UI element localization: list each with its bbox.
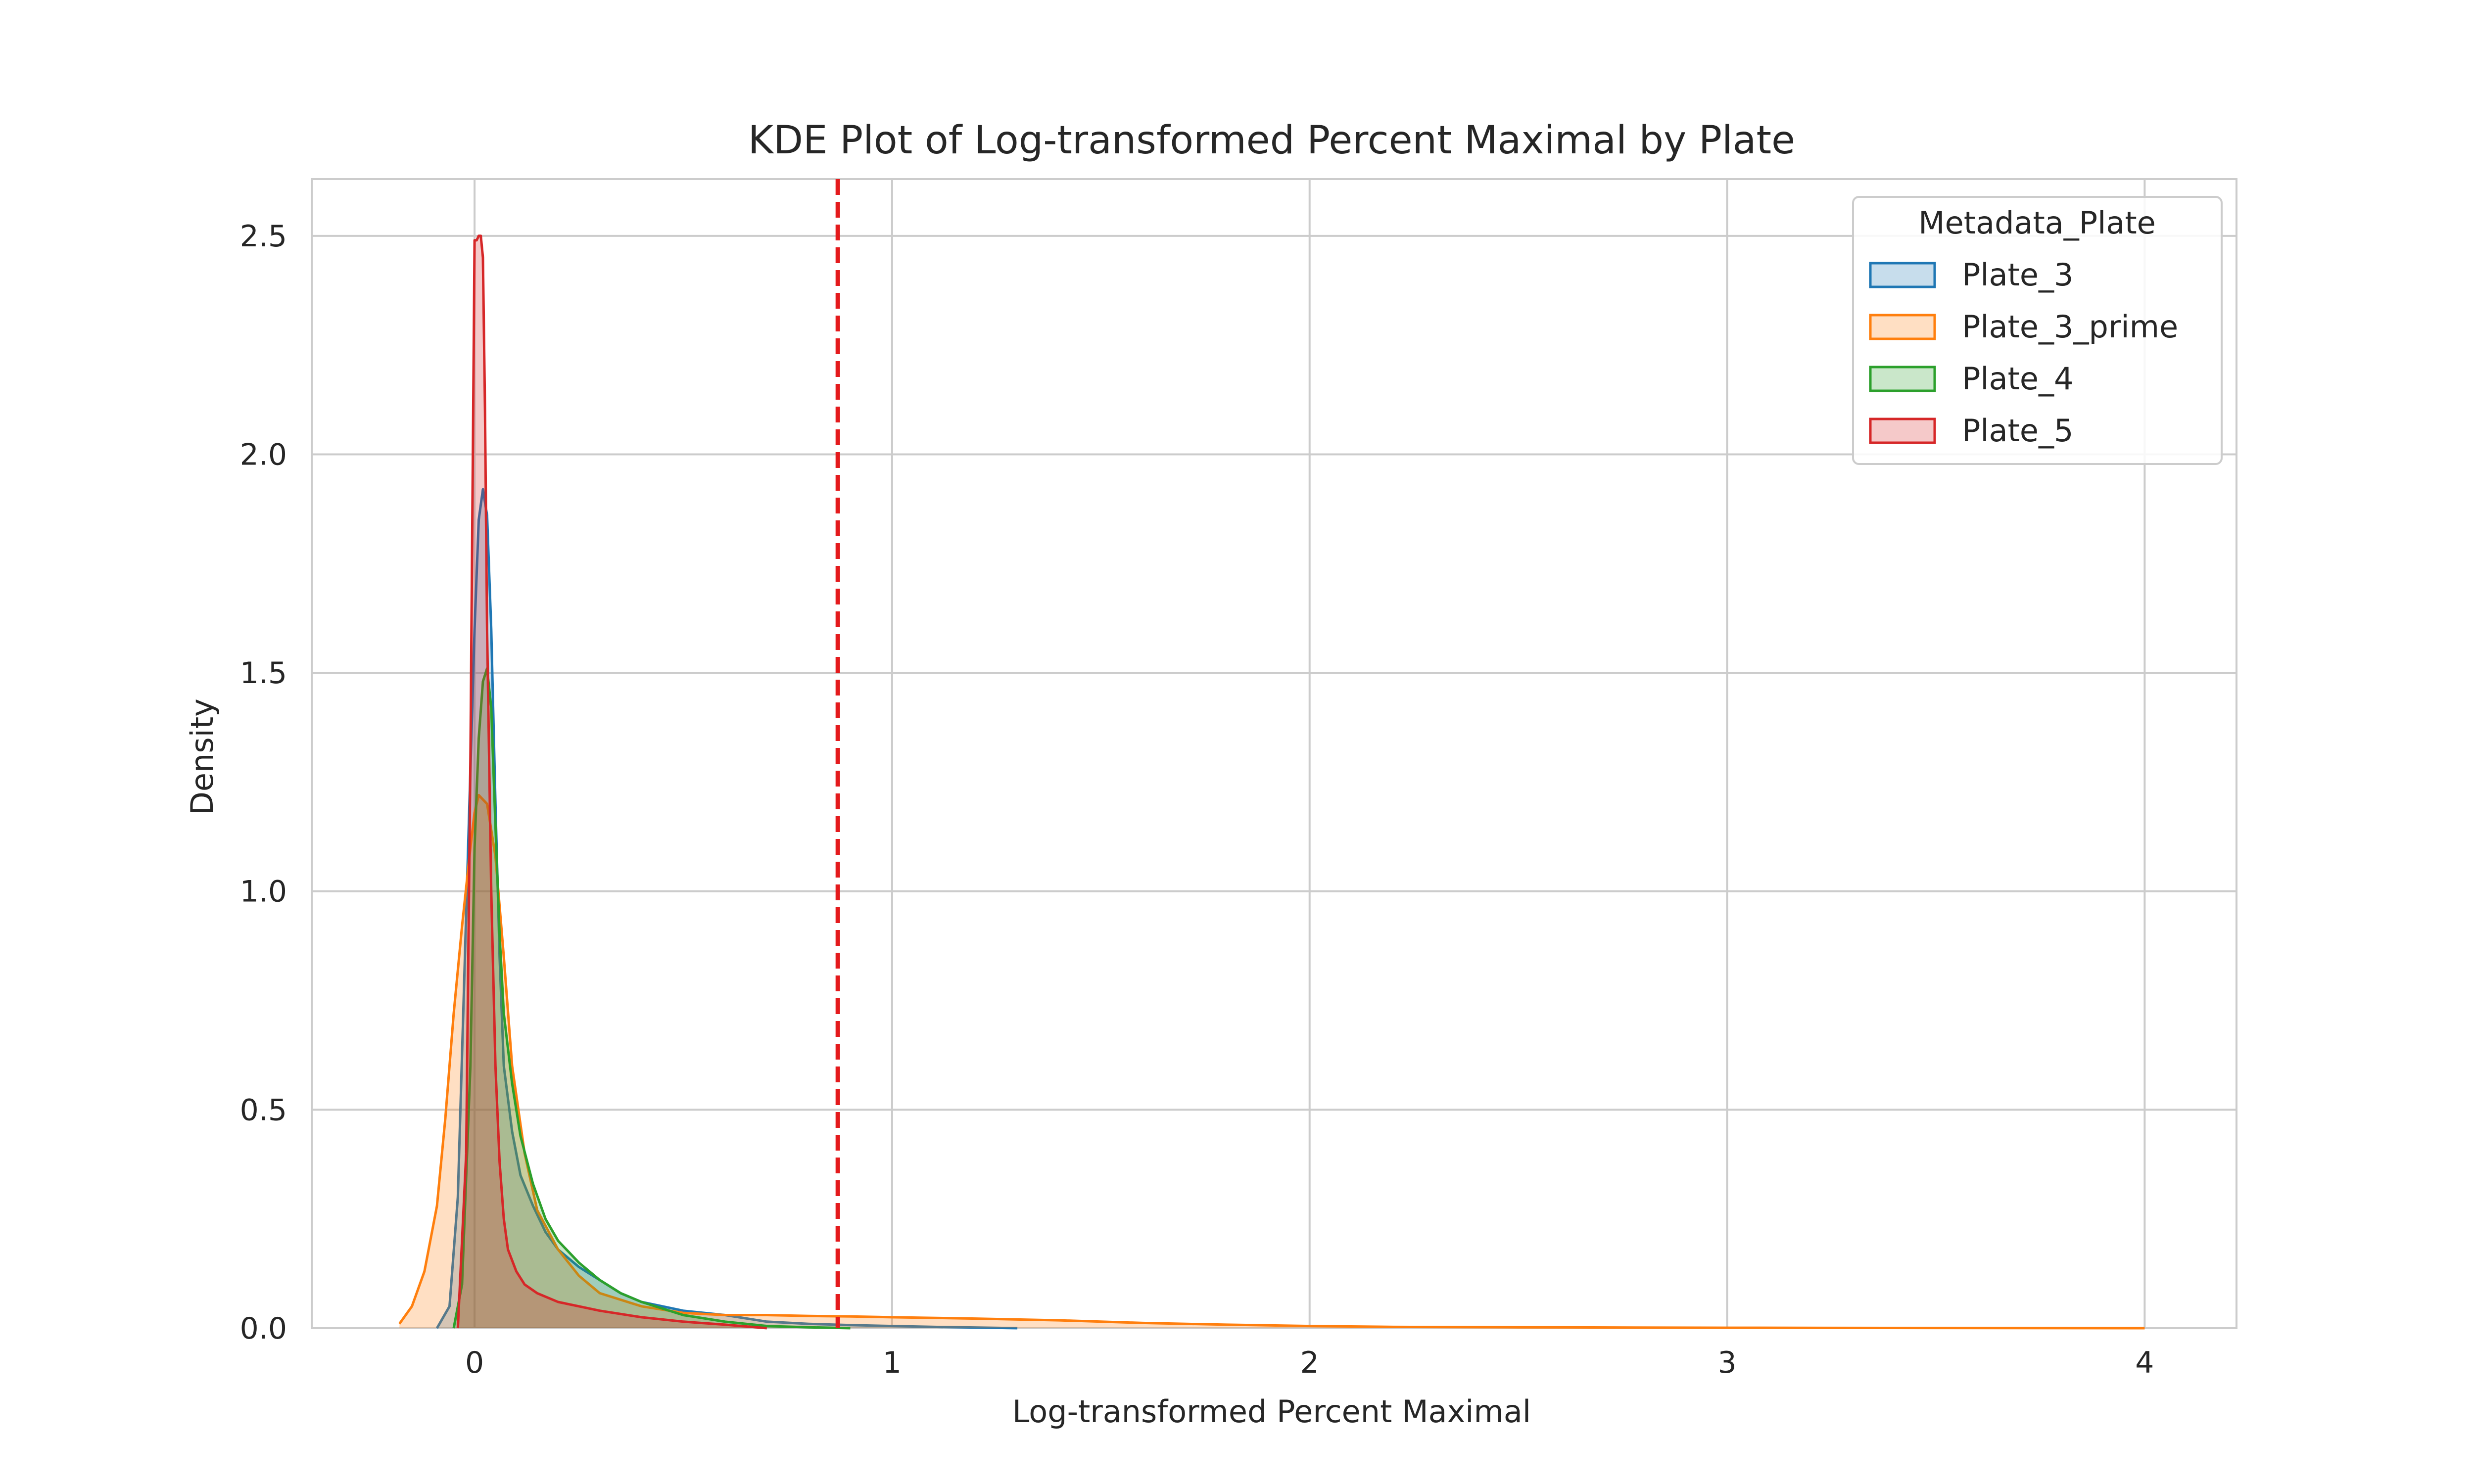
y-tick-label: 0.0 [240,1311,287,1346]
series-line-plate-3 [435,488,1018,1330]
legend-swatch [1869,262,1936,288]
series-area-plate-3-prime [399,795,2145,1328]
legend-items: Plate_3 Plate_3_prime Plate_4 Plate_5 [1869,257,2178,449]
legend: Metadata_Plate Plate_3Plate_3_primePlate… [1852,196,2223,465]
legend-label: Plate_3_prime [1962,309,2178,345]
x-tick-label: 2 [1300,1345,1319,1380]
legend-label: Plate_3 [1962,257,2074,293]
legend-swatch [1869,314,1936,340]
y-axis-title: Density [184,698,220,815]
series-line-plate-5 [456,234,767,1330]
legend-swatch [1869,366,1936,392]
chart-title: KDE Plot of Log-transformed Percent Maxi… [748,118,1795,163]
legend-label: Plate_5 [1962,413,2074,449]
series-line-plate-4 [452,667,851,1330]
legend-label: Plate_4 [1962,361,2074,397]
legend-swatch [1869,417,1936,444]
y-tick-label: 1.5 [240,656,287,691]
y-tick-label: 0.5 [240,1093,287,1127]
y-tick-label: 2.0 [240,437,287,472]
x-tick-labels: 0 1 2 3 4 [465,1345,2154,1380]
x-tick-label: 1 [883,1345,902,1380]
y-tick-labels: 0.0 0.5 1.0 1.5 2.0 2.5 [240,219,287,1346]
legend-title: Metadata_Plate [1918,205,2156,241]
y-tick-label: 1.0 [240,875,287,909]
x-tick-label: 4 [2135,1345,2154,1380]
x-tick-label: 0 [465,1345,484,1380]
y-tick-label: 2.5 [240,219,287,254]
series-area-plate-3 [437,489,1018,1328]
legend-frame [1852,196,2223,465]
x-axis-title: Log-transformed Percent Maximal [1012,1393,1531,1430]
series-area-plate-5 [458,235,767,1328]
series-line-plate-3-prime [398,793,2145,1330]
series-area-plate-4 [453,668,851,1328]
x-tick-label: 3 [1717,1345,1736,1380]
series-layer [398,234,2145,1330]
